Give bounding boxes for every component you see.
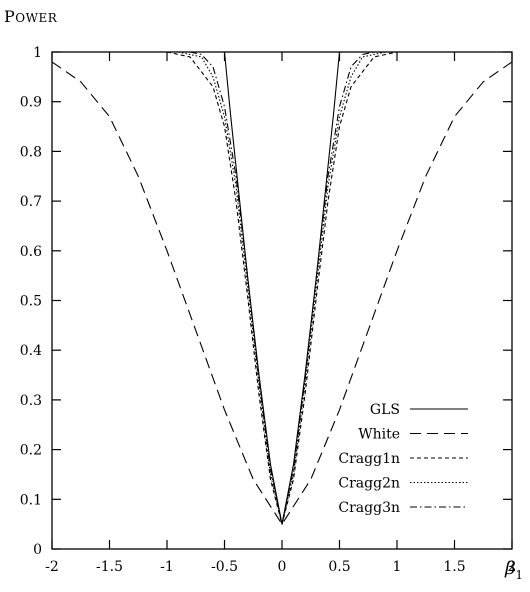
x-tick-label: -1.5 [96,559,123,575]
x-tick-label: 1 [393,559,402,575]
y-axis-label-rest: OWER [15,11,57,25]
x-tick-label: 0 [278,559,287,575]
y-tick-label: 0.4 [20,343,42,359]
legend: GLS White Cragg1n Cragg2n Cragg3n [338,402,468,516]
x-tick-label: 1.5 [443,559,465,575]
series-white [51,61,513,525]
y-tick-label: 0.8 [20,144,42,160]
legend-label: GLS [370,402,400,418]
legend-label: Cragg1n [338,451,400,467]
axis-ticks [51,51,513,550]
y-tick-label: 0.9 [20,95,42,111]
series-line [51,61,513,525]
y-tick-label: 1 [33,45,42,61]
y-tick-label: 0 [33,542,42,558]
y-tick-label: 0.5 [20,294,42,310]
series-line [223,51,341,525]
y-tick-label: 0.3 [20,393,42,409]
x-tick-label: 2 [508,559,517,575]
legend-label: White [358,427,400,443]
x-axis-label-symbol: β [504,558,515,579]
y-tick-label: 0.2 [20,443,42,459]
y-tick-label: 0.1 [20,492,42,508]
x-tick-labels: -2 -1.5 -1 -0.5 0 0.5 1 1.5 2 [45,559,516,575]
legend-label: Cragg2n [338,476,400,492]
series-gls [223,51,341,525]
y-axis-label-initial: P [4,7,15,26]
series-line [178,51,386,525]
series-layer [51,51,513,525]
x-tick-label: -1 [160,559,174,575]
x-axis-label: β1 [504,558,523,582]
y-tick-label: 0.7 [20,194,42,210]
x-tick-label: -2 [45,559,59,575]
y-axis-label: POWER [4,7,58,26]
series-cragg2n [178,51,386,525]
series-cragg1n [166,51,398,525]
series-line [166,51,398,525]
legend-label: Cragg3n [338,500,400,516]
x-tick-label: 0.5 [328,559,350,575]
x-axis-label-subscript: 1 [515,568,523,582]
y-tick-labels: 0 0.1 0.2 0.3 0.4 0.5 0.6 0.7 0.8 0.9 1 [20,45,42,558]
y-tick-label: 0.6 [20,244,42,260]
x-tick-label: -0.5 [211,559,238,575]
plot-frame [51,51,513,550]
